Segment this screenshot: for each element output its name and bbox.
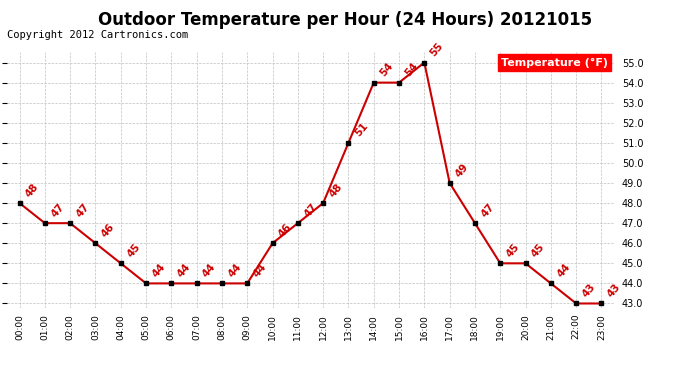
Text: 44: 44	[226, 261, 244, 279]
Text: 51: 51	[353, 121, 370, 139]
Text: Temperature (°F): Temperature (°F)	[501, 58, 608, 68]
Text: 47: 47	[75, 201, 92, 219]
Text: 55: 55	[428, 41, 446, 58]
Text: 46: 46	[99, 222, 117, 239]
Text: Copyright 2012 Cartronics.com: Copyright 2012 Cartronics.com	[7, 30, 188, 40]
Text: 54: 54	[378, 61, 395, 78]
Text: 47: 47	[479, 201, 496, 219]
Text: 44: 44	[150, 261, 168, 279]
Text: Outdoor Temperature per Hour (24 Hours) 20121015: Outdoor Temperature per Hour (24 Hours) …	[98, 11, 592, 29]
Text: 44: 44	[201, 261, 218, 279]
Text: 43: 43	[606, 282, 622, 299]
Text: 49: 49	[454, 161, 471, 179]
Text: 44: 44	[175, 261, 193, 279]
Text: 45: 45	[530, 242, 546, 259]
Text: 43: 43	[580, 282, 598, 299]
Text: 44: 44	[555, 261, 572, 279]
Text: 46: 46	[277, 222, 294, 239]
Text: 44: 44	[251, 261, 268, 279]
Text: 47: 47	[49, 201, 66, 219]
Text: 48: 48	[327, 181, 344, 199]
Text: 54: 54	[403, 61, 420, 78]
Text: 47: 47	[302, 201, 319, 219]
Text: 48: 48	[23, 181, 41, 199]
Text: 45: 45	[504, 242, 522, 259]
Text: 45: 45	[125, 242, 142, 259]
